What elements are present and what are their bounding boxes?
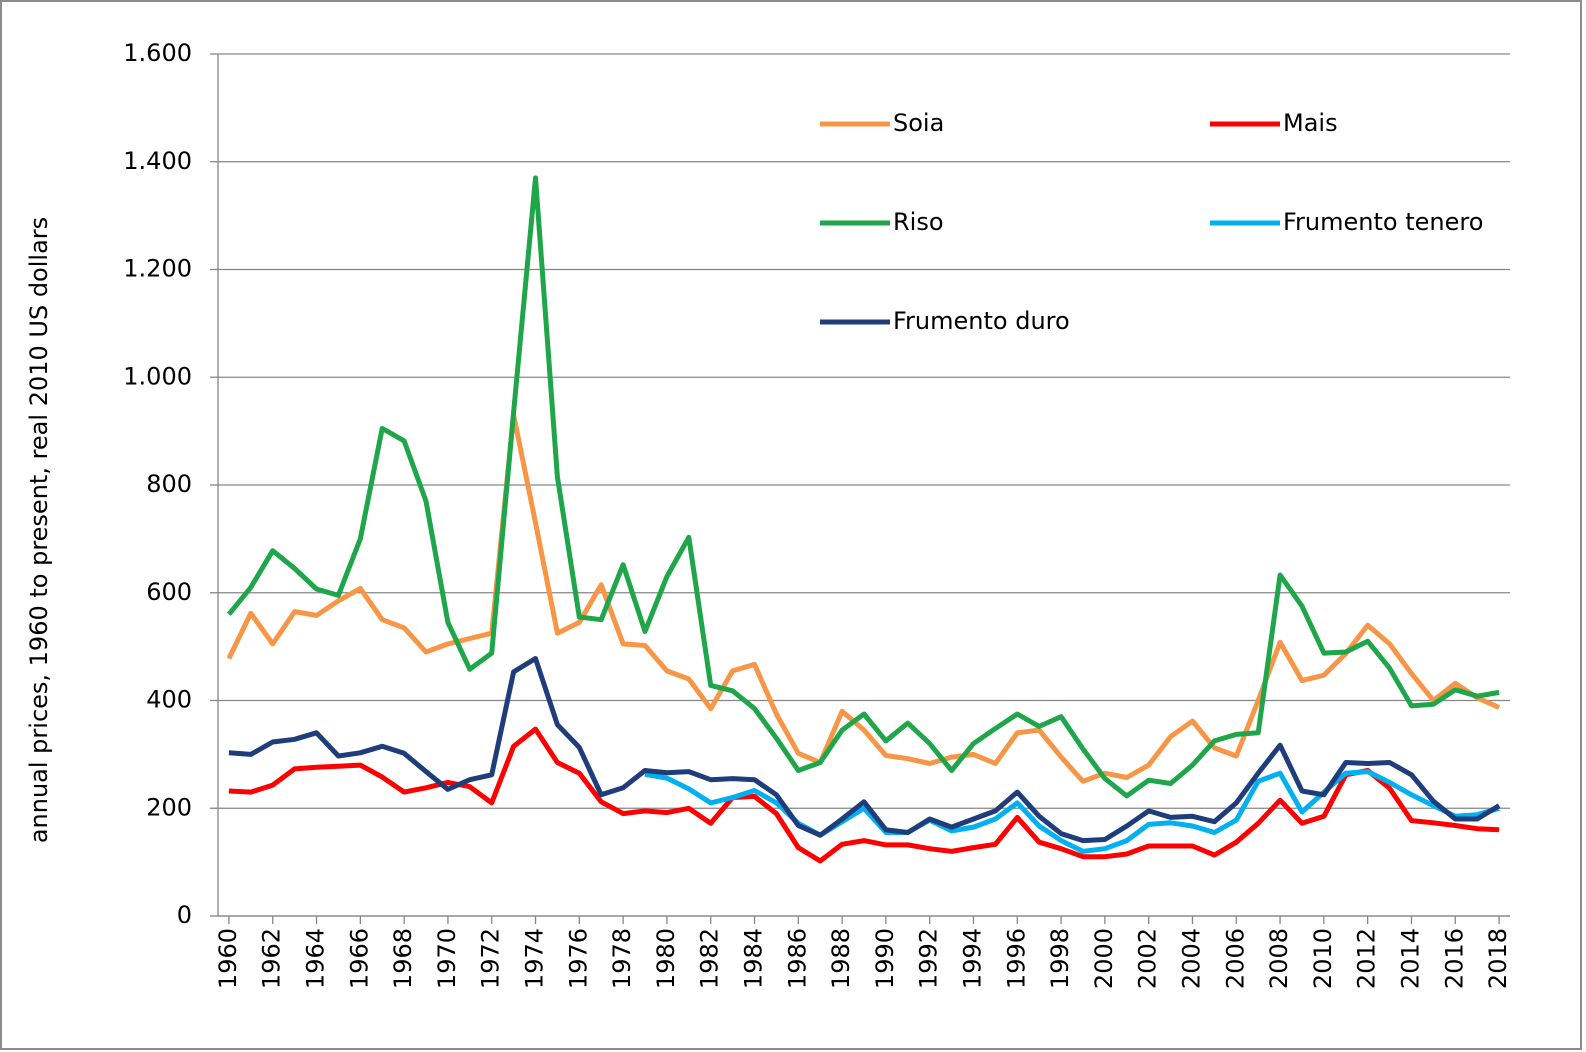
legend-label: Frumento duro: [893, 307, 1070, 335]
x-tick-label: 1990: [871, 928, 899, 989]
series-line: [226, 175, 1500, 799]
x-tick-label: 1978: [608, 928, 636, 989]
x-tick-label: 2008: [1265, 928, 1293, 989]
series-line: [226, 412, 1501, 784]
x-tick-label: 2018: [1484, 928, 1512, 989]
x-tick-label: 1984: [740, 928, 768, 989]
y-tick-label: 1.200: [123, 255, 192, 283]
series-line: [228, 656, 1501, 844]
legend-label: Riso: [893, 208, 944, 236]
x-tick-label: 2000: [1090, 928, 1118, 989]
x-tick-label: 2006: [1221, 928, 1249, 989]
x-tick-label: 2004: [1177, 928, 1205, 989]
x-tick-label: 2014: [1396, 928, 1424, 989]
legend-label: Frumento tenero: [1283, 208, 1483, 236]
x-tick-label: 1994: [958, 928, 986, 989]
y-tick-label: 1.600: [123, 39, 192, 67]
x-tick-label: 1962: [258, 928, 286, 989]
x-tick-label: 2016: [1440, 928, 1468, 989]
x-tick-label: 2010: [1309, 928, 1337, 989]
y-tick-label: 1.400: [123, 147, 192, 175]
legend-label: Mais: [1283, 109, 1338, 137]
x-tick-label: 1982: [696, 928, 724, 989]
x-tick-label: 1988: [827, 928, 855, 989]
x-tick-label: 2012: [1353, 928, 1381, 989]
y-tick-label: 1.000: [123, 362, 192, 390]
y-tick-label: 0: [177, 901, 192, 929]
y-axis-label: annual prices, 1960 to present, real 201…: [25, 217, 53, 843]
x-tick-label: 1986: [783, 928, 811, 989]
x-tick-label: 1970: [433, 928, 461, 989]
x-tick-label: 1980: [652, 928, 680, 989]
x-tick-label: 1976: [564, 928, 592, 989]
x-tick-label: 1992: [915, 928, 943, 989]
x-tick-label: 1972: [477, 928, 505, 989]
x-tick-label: 1964: [302, 928, 330, 989]
x-tick-label: 1974: [521, 928, 549, 989]
y-tick-label: 400: [146, 686, 192, 714]
x-tick-label: 1968: [389, 928, 417, 989]
x-tick-label: 1966: [345, 928, 373, 989]
y-tick-label: 800: [146, 470, 192, 498]
x-tick-label: 1996: [1002, 928, 1030, 989]
y-tick-label: 200: [146, 793, 192, 821]
x-tick-label: 1960: [214, 928, 242, 989]
y-tick-label: 600: [146, 578, 192, 606]
x-tick-label: 1998: [1046, 928, 1074, 989]
x-tick-label: 2002: [1134, 928, 1162, 989]
legend-label: Soia: [893, 109, 944, 137]
